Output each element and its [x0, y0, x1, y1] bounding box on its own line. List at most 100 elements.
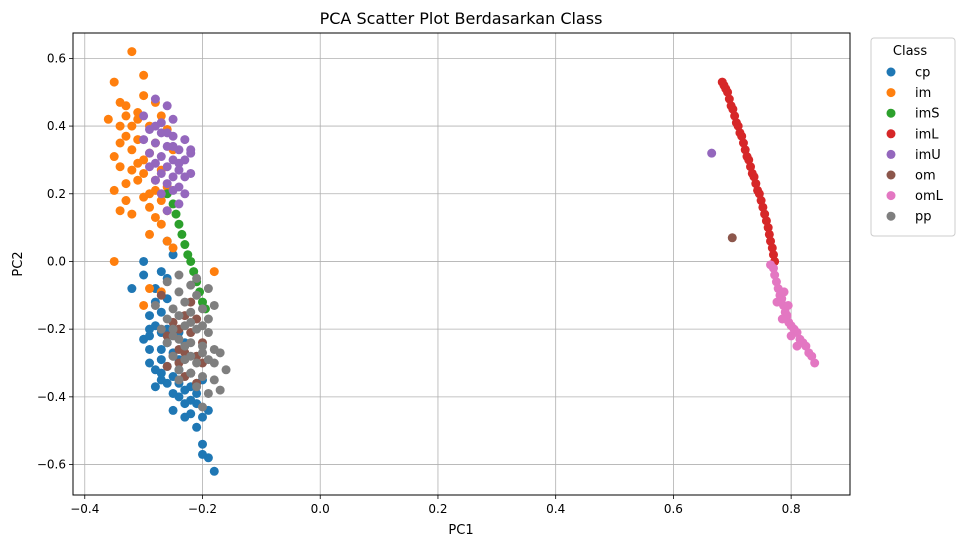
point-pp	[203, 314, 213, 324]
point-pp	[162, 338, 172, 348]
x-tick-label: 0.4	[546, 502, 565, 516]
point-imU	[180, 189, 190, 199]
legend-label-omL: omL	[915, 189, 944, 204]
point-imU	[162, 162, 172, 172]
x-tick-label: −0.4	[70, 502, 99, 516]
point-pp	[174, 311, 184, 321]
point-pp	[180, 297, 190, 307]
point-imL	[728, 104, 738, 114]
legend-marker-imL	[886, 129, 896, 139]
point-im	[156, 219, 166, 229]
y-tick-label: 0.4	[47, 119, 66, 133]
legend-marker-pp	[886, 211, 896, 221]
point-imU	[150, 94, 160, 104]
point-cp	[139, 256, 149, 266]
point-pp	[168, 331, 178, 341]
point-im	[121, 196, 131, 206]
point-im	[156, 196, 166, 206]
point-pp	[168, 304, 178, 314]
point-omL	[766, 260, 776, 270]
point-imL	[733, 121, 743, 131]
point-cp	[168, 405, 178, 415]
point-imU	[150, 121, 160, 131]
point-im	[139, 168, 149, 178]
point-cp	[186, 409, 196, 419]
point-imU	[156, 189, 166, 199]
point-pp	[162, 277, 172, 287]
point-imL	[766, 236, 776, 246]
point-om	[727, 233, 737, 243]
point-pp	[192, 290, 202, 300]
point-im	[115, 121, 125, 131]
series-omL	[766, 260, 820, 368]
point-imS	[198, 297, 207, 307]
point-pp	[215, 385, 225, 395]
point-cp	[127, 284, 137, 294]
point-pp	[221, 365, 231, 375]
point-imL	[767, 243, 777, 253]
point-omL	[810, 358, 820, 368]
legend-box	[870, 37, 956, 237]
legend-label-pp: pp	[915, 210, 932, 225]
point-im	[145, 284, 155, 294]
chart-title: PCA Scatter Plot Berdasarkan Class	[320, 9, 603, 28]
point-imL	[730, 111, 740, 121]
point-cp	[156, 368, 166, 378]
point-cp	[168, 250, 178, 260]
point-imL	[758, 202, 768, 212]
point-cp	[145, 358, 155, 368]
point-imS	[189, 267, 199, 277]
point-im	[133, 158, 143, 168]
point-omL	[771, 277, 781, 287]
point-imU	[156, 168, 166, 178]
point-pp	[198, 348, 207, 358]
plot-area	[72, 32, 851, 496]
point-cp	[198, 412, 207, 422]
point-cp	[156, 307, 166, 317]
point-imU	[162, 128, 172, 138]
point-pp	[198, 402, 207, 412]
point-pp	[180, 341, 190, 351]
point-imU	[162, 206, 172, 216]
legend-marker-im	[886, 88, 896, 98]
point-imU	[150, 138, 160, 148]
series-imU	[139, 94, 717, 216]
point-im	[115, 138, 125, 148]
point-pp	[209, 358, 219, 368]
legend: Class cp im imS imL imU om omL pp	[870, 37, 956, 237]
y-tick-label: 0.0	[47, 254, 66, 268]
y-axis-label: PC2	[11, 251, 26, 276]
point-im	[127, 47, 137, 57]
point-im	[139, 91, 149, 101]
point-imL	[761, 216, 771, 226]
series-pp	[150, 270, 231, 412]
point-cp	[192, 422, 202, 432]
y-tick-label: 0.2	[47, 187, 66, 201]
point-imL	[738, 138, 748, 148]
legend-label-imL: imL	[915, 127, 939, 142]
point-im	[109, 185, 119, 195]
point-imS	[183, 250, 193, 260]
point-imL	[751, 179, 761, 189]
point-pp	[186, 307, 196, 317]
point-pp	[168, 351, 178, 361]
point-omL	[807, 351, 817, 361]
point-cp	[198, 439, 207, 449]
point-im	[168, 243, 178, 253]
point-imU	[156, 152, 166, 162]
point-cp	[168, 388, 178, 398]
point-imL	[749, 172, 759, 182]
point-im	[109, 256, 119, 266]
point-im	[121, 179, 131, 189]
point-pp	[192, 382, 202, 392]
point-imU	[162, 101, 172, 111]
legend-label-om: om	[915, 169, 936, 184]
point-im	[127, 165, 137, 175]
point-omL	[772, 297, 782, 307]
plot-frame	[72, 32, 851, 496]
point-im	[145, 189, 155, 199]
point-pp	[215, 348, 225, 358]
legend-label-cp: cp	[915, 66, 930, 81]
point-omL	[783, 300, 793, 310]
point-im	[162, 236, 172, 246]
